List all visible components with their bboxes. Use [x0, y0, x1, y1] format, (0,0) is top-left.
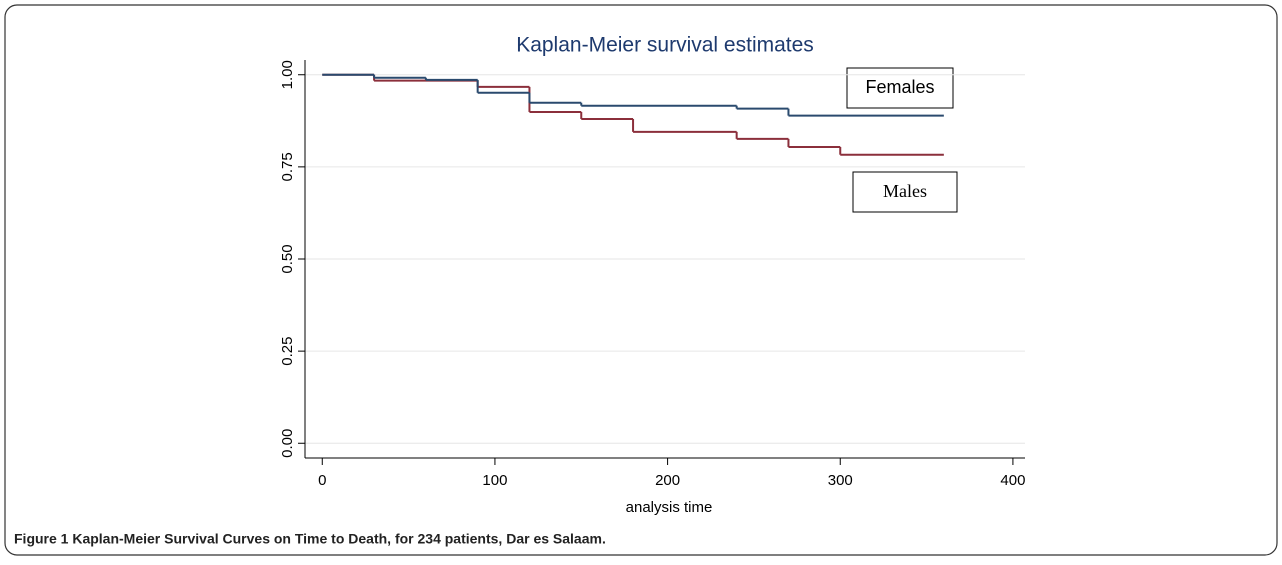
- x-tick-label: 300: [828, 472, 853, 489]
- y-tick-label: 0.25: [279, 337, 296, 366]
- x-tick-label: 400: [1000, 472, 1025, 489]
- x-axis-label: analysis time: [626, 499, 713, 516]
- legend-box: [852, 171, 958, 213]
- y-tick-label: 0.00: [279, 429, 296, 458]
- legend-label: Males: [883, 181, 927, 201]
- figure-border: [4, 4, 1278, 556]
- chart-title: Kaplan-Meier survival estimates: [516, 34, 814, 57]
- y-tick-label: 1.00: [279, 60, 296, 89]
- x-tick-label: 200: [655, 472, 680, 489]
- x-tick-label: 100: [482, 472, 507, 489]
- y-tick-label: 0.75: [279, 152, 296, 181]
- x-tick-label: 0: [318, 472, 326, 489]
- caption: Figure 1 Kaplan-Meier Survival Curves on…: [14, 531, 606, 547]
- legend-label: Females: [865, 77, 934, 97]
- y-tick-label: 0.50: [279, 244, 296, 273]
